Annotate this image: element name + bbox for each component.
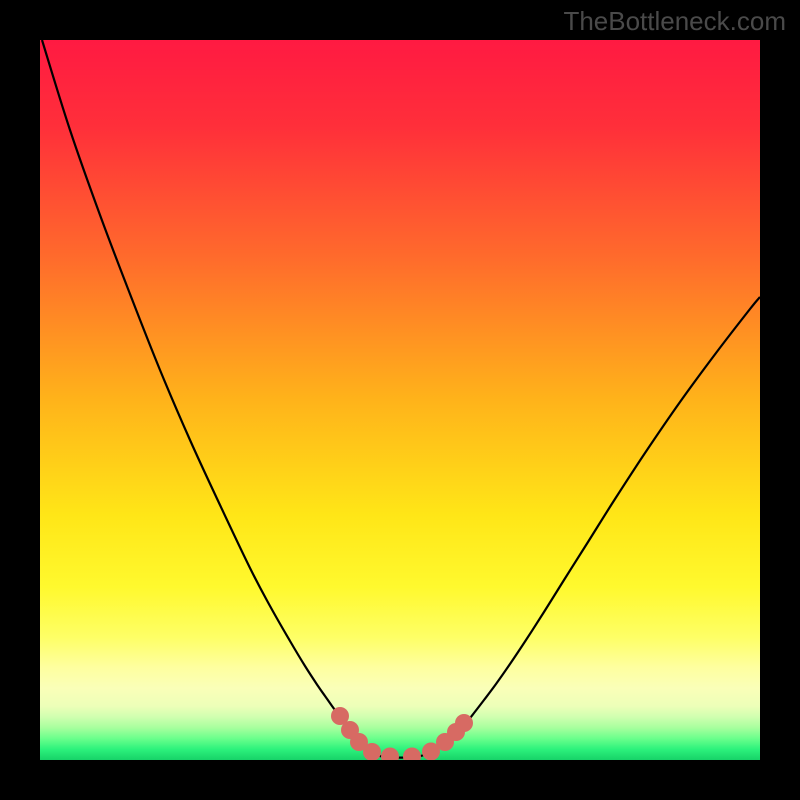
plot-area — [40, 40, 760, 760]
marker-dot — [455, 714, 473, 732]
bottleneck-curve — [42, 40, 760, 758]
marker-dot — [381, 748, 399, 761]
marker-dot — [403, 748, 421, 761]
chart-frame: TheBottleneck.com — [0, 0, 800, 800]
curve-layer — [40, 40, 760, 760]
marker-group — [331, 707, 473, 760]
watermark-text: TheBottleneck.com — [563, 6, 786, 37]
